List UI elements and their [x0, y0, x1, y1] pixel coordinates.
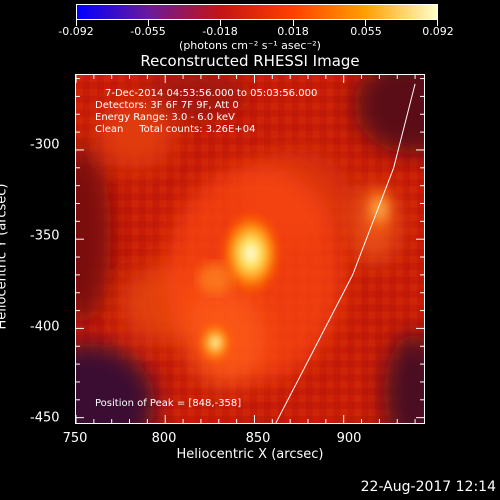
colorbar-tick-label: 0.018 [277, 25, 309, 38]
footer-date: 22-Aug-2017 12:14 [360, 479, 496, 495]
y-axis-title: Heliocentric Y (arcsec) [0, 183, 10, 330]
axis-ticks [76, 75, 424, 423]
colorbar-tick-label: -0.018 [202, 25, 238, 38]
colorbar-tick-label: -0.055 [130, 25, 166, 38]
plot-title: Reconstructed RHESSI Image [140, 52, 360, 70]
y-tick-label: -450 [30, 410, 60, 426]
x-tick-label: 850 [245, 431, 271, 446]
x-tick-label: 800 [151, 431, 177, 446]
clean-method: Clean Total counts: 3.26E+04 [95, 124, 256, 135]
colorbar-unit-label: (photons cm⁻² s⁻¹ asec⁻²) [179, 39, 321, 52]
edge-source [363, 182, 396, 235]
time-range: 7-Dec-2014 04:53:56.000 to 05:03:56.000 [105, 88, 318, 99]
y-tick-label: -300 [30, 137, 60, 153]
rhessi-image [75, 74, 425, 424]
y-tick-label: -400 [30, 319, 60, 335]
x-tick-label: 900 [336, 431, 362, 446]
observation-info: 7-Dec-2014 04:53:56.000 to 05:03:56.000 D… [95, 88, 317, 136]
colorbar-tick-label: 0.055 [350, 25, 382, 38]
colorbar-ticks [76, 20, 438, 26]
secondary-source [195, 318, 236, 367]
energy-range: Energy Range: 3.0 - 6.0 keV [95, 112, 235, 123]
x-tick-label: 750 [62, 431, 88, 446]
detectors: Detectors: 3F 6F 7F 9F, Att 0 [95, 100, 239, 111]
colorbar-tick-label: 0.092 [422, 25, 454, 38]
colorbar [76, 4, 438, 20]
peak-position: Position of Peak = [848,-358] [95, 398, 242, 409]
solar-limb-curve [275, 83, 416, 423]
peak-source [219, 209, 283, 298]
colorbar-labels: -0.092 -0.055 -0.018 0.018 0.055 0.092 [0, 0, 500, 40]
y-tick-label: -350 [30, 228, 60, 244]
colorbar-tick-label: -0.092 [58, 25, 94, 38]
mid-source [197, 262, 234, 295]
x-axis-title: Heliocentric X (arcsec) [176, 447, 324, 462]
